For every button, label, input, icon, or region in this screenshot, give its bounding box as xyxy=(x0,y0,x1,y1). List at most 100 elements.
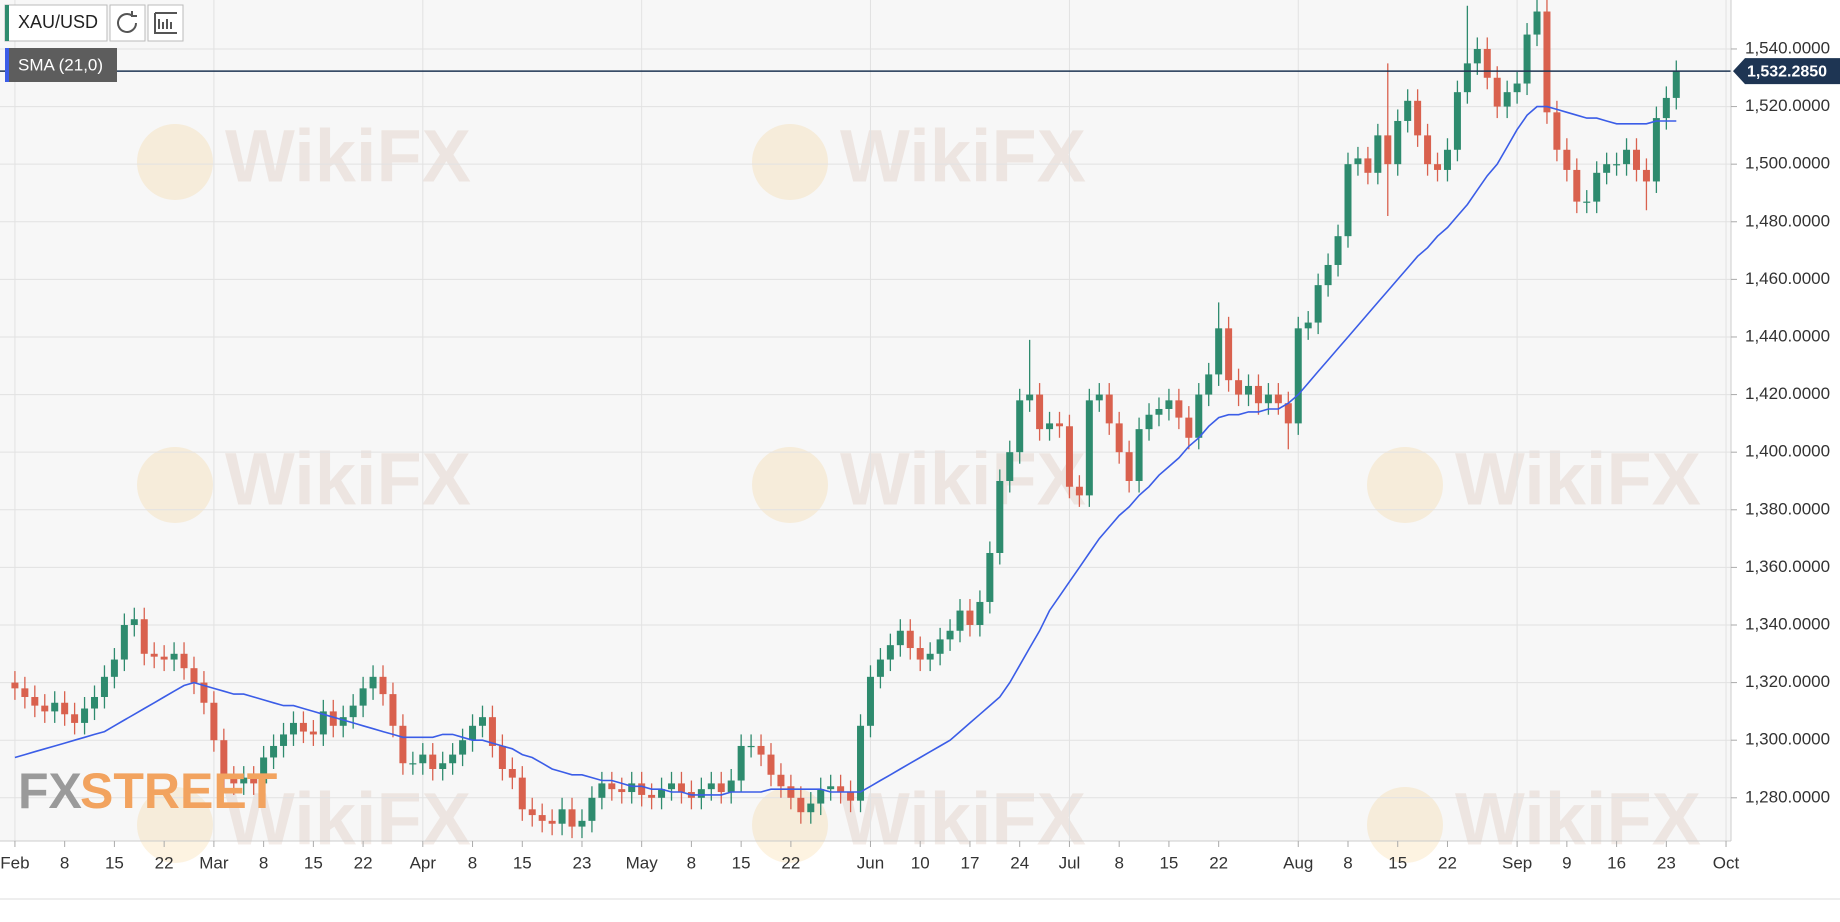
candle-body xyxy=(1642,169,1650,182)
candle-body xyxy=(469,725,477,741)
candle-body xyxy=(906,630,914,649)
candle-body xyxy=(1503,92,1511,107)
symbol-box[interactable] xyxy=(4,4,108,42)
candle-body xyxy=(488,717,496,746)
candle-body xyxy=(558,809,566,824)
candle-body xyxy=(1165,400,1173,409)
candle-body xyxy=(190,668,198,683)
x-tick-label: 8 xyxy=(1114,853,1123,872)
x-tick-label: 16 xyxy=(1607,853,1626,872)
candle-body xyxy=(1493,77,1501,107)
candle-body xyxy=(876,659,884,677)
candle-body xyxy=(1135,429,1143,481)
candle-body xyxy=(1095,394,1103,401)
candle-body xyxy=(270,745,278,758)
y-tick-label: 1,500.0000 xyxy=(1745,154,1830,173)
candle-body xyxy=(459,740,467,755)
candle-body xyxy=(817,789,825,804)
candle-body xyxy=(916,648,924,660)
candle-body xyxy=(538,815,546,821)
candle-body xyxy=(180,653,188,669)
marks xyxy=(0,0,1731,839)
candle-body xyxy=(1414,100,1422,136)
price-tag-shape xyxy=(1733,58,1840,85)
candle-body xyxy=(986,552,994,602)
watermark: WikiFX xyxy=(225,438,471,521)
candle-body xyxy=(41,705,49,712)
logo-street: STREET xyxy=(80,763,277,819)
indicator-box[interactable] xyxy=(5,48,117,82)
y-tick-label: 1,280.0000 xyxy=(1745,787,1830,806)
plot-background xyxy=(0,0,1731,841)
candle-body xyxy=(1105,394,1113,424)
y-tick-label: 1,540.0000 xyxy=(1745,38,1830,57)
candle-body xyxy=(1613,164,1621,166)
refresh-button[interactable] xyxy=(109,4,146,42)
candle-body xyxy=(608,783,616,790)
grid xyxy=(0,0,1731,841)
candle-body xyxy=(936,639,944,654)
candle-body xyxy=(797,797,805,813)
candle-body xyxy=(1115,423,1123,453)
x-tick-label: 8 xyxy=(687,853,696,872)
candle-body xyxy=(1593,172,1601,202)
candle-body xyxy=(230,777,238,784)
calendar-icon xyxy=(154,12,177,34)
y-tick-label: 1,440.0000 xyxy=(1745,326,1830,345)
candle-body xyxy=(439,763,447,769)
x-tick-label: 15 xyxy=(105,853,124,872)
y-tick-label: 1,400.0000 xyxy=(1745,442,1830,461)
candle-body xyxy=(996,480,1004,553)
candle-body xyxy=(1374,135,1382,173)
candle-body xyxy=(1543,11,1551,113)
candle-body xyxy=(21,688,29,697)
candle-body xyxy=(1245,385,1253,395)
candle-body xyxy=(1443,149,1451,170)
x-tick-label: 8 xyxy=(60,853,69,872)
candle-body xyxy=(747,745,755,748)
candle-body xyxy=(1523,34,1531,84)
candle-body xyxy=(727,780,735,793)
candle-body xyxy=(926,653,934,660)
watermark: WikiFX xyxy=(1455,778,1701,861)
candle-body xyxy=(886,645,894,660)
candle-body xyxy=(349,705,357,718)
watermark-icon xyxy=(1367,447,1443,523)
candle-body xyxy=(1235,380,1243,395)
y-tick-label: 1,380.0000 xyxy=(1745,499,1830,518)
candle-body xyxy=(528,809,536,816)
candle-body xyxy=(389,694,397,726)
x-tick-label: 8 xyxy=(1343,853,1352,872)
candle-body xyxy=(1254,385,1262,404)
candle-body xyxy=(857,725,865,801)
candle-body xyxy=(61,702,69,715)
candle-body xyxy=(359,688,367,706)
watermark-icon xyxy=(137,124,213,200)
x-tick-label: 22 xyxy=(354,853,373,872)
candle-body xyxy=(289,722,297,735)
candle-body xyxy=(120,624,128,660)
candle-body xyxy=(1434,164,1442,170)
x-tick-label: 10 xyxy=(911,853,930,872)
candle-body xyxy=(1424,135,1432,165)
candle-body xyxy=(1404,100,1412,121)
watermarks: WikiFX WikiFX WikiFX WikiFX WikiFX WikiFX Wiki… xyxy=(137,115,1701,863)
candle-body xyxy=(598,783,606,798)
candle-body xyxy=(100,676,108,697)
candle-body xyxy=(220,740,228,778)
y-tick-label: 1,300.0000 xyxy=(1745,730,1830,749)
candle-body xyxy=(1672,71,1680,98)
candle-body xyxy=(309,731,317,735)
candle-body xyxy=(668,783,676,790)
watermark: WikiFX xyxy=(840,778,1086,861)
candle-body xyxy=(518,777,526,810)
candle-body xyxy=(1344,164,1352,237)
candle-body xyxy=(1632,149,1640,170)
watermark-icon xyxy=(752,447,828,523)
candle-body xyxy=(1225,328,1233,381)
candle-body xyxy=(976,601,984,625)
calendar-button[interactable] xyxy=(147,4,184,42)
candle-body xyxy=(1603,164,1611,173)
x-tick-label: Sep xyxy=(1502,853,1532,872)
